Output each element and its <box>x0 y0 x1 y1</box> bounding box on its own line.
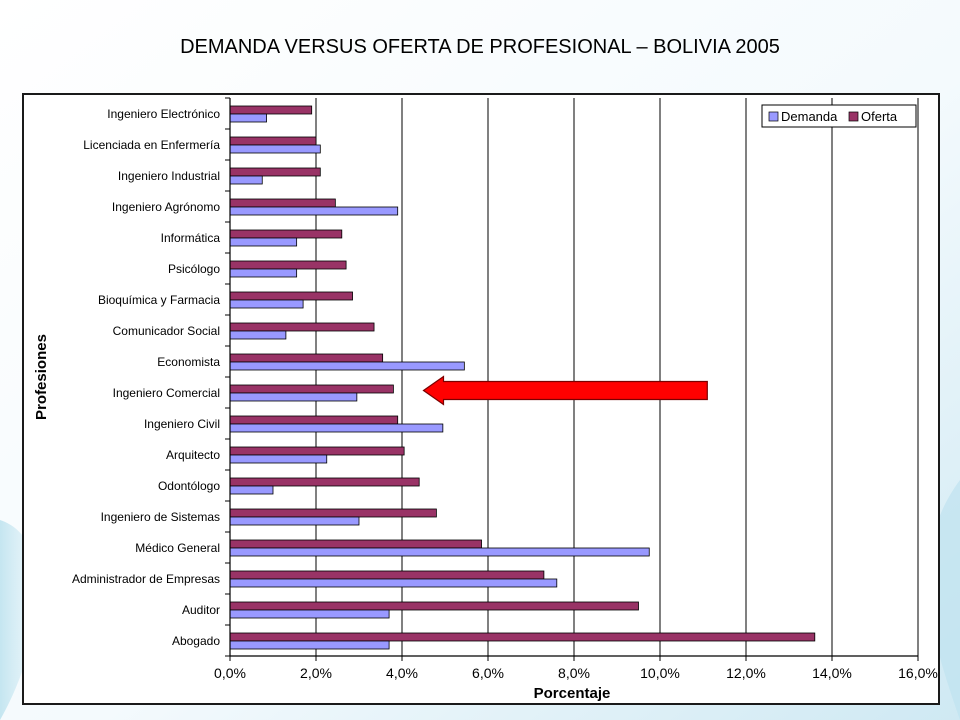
legend-swatch-demanda <box>768 111 779 122</box>
bar-oferta <box>229 105 313 115</box>
bar-oferta <box>229 477 420 487</box>
bar-demanda <box>229 578 558 588</box>
bar-oferta <box>229 601 639 611</box>
y-axis-label: Profesiones <box>33 334 50 420</box>
bar-oferta <box>229 260 347 270</box>
x-tick-labels: 0,0% 2,0% 4,0% 6,0% 8,0% 10,0% 12,0% 14,0% 16,0% <box>214 665 938 681</box>
bar-oferta <box>229 229 343 239</box>
bars <box>229 105 816 650</box>
legend-label-demanda: Demanda <box>781 109 838 124</box>
bar-demanda <box>229 609 390 619</box>
category-label: Economista <box>157 355 220 369</box>
axes <box>225 97 919 661</box>
x-tick-label: 16,0% <box>898 665 938 681</box>
bar-demanda <box>229 237 298 247</box>
category-label: Médico General <box>135 541 220 555</box>
bar-oferta <box>229 415 399 425</box>
x-tick-label: 4,0% <box>386 665 418 681</box>
legend-swatch-oferta <box>848 111 859 122</box>
legend-label-oferta: Oferta <box>861 109 898 124</box>
chart-frame: Ingeniero Electrónico Licenciada en Enfer… <box>22 93 940 705</box>
category-label: Administrador de Empresas <box>72 572 220 586</box>
category-label: Informática <box>161 231 221 245</box>
bar-demanda <box>229 516 360 526</box>
category-label: Abogado <box>172 634 220 648</box>
bar-demanda <box>229 454 328 464</box>
category-labels: Ingeniero Electrónico Licenciada en Enfer… <box>72 107 220 648</box>
category-label: Ingeniero Civil <box>144 417 220 431</box>
category-label: Comunicador Social <box>113 324 220 338</box>
legend: Demanda Oferta <box>761 104 917 128</box>
bar-oferta <box>229 446 405 456</box>
bar-demanda <box>229 268 298 278</box>
bar-oferta <box>229 291 353 301</box>
bar-demanda <box>229 485 274 495</box>
bar-oferta <box>229 136 317 146</box>
bar-demanda <box>229 144 321 154</box>
bar-oferta <box>229 508 437 518</box>
slide-title: DEMANDA VERSUS OFERTA DE PROFESIONAL – B… <box>180 36 780 58</box>
bar-oferta <box>229 198 336 208</box>
x-tick-label: 10,0% <box>640 665 680 681</box>
category-label: Odontólogo <box>158 479 220 493</box>
annotations <box>422 375 708 406</box>
x-tick-label: 0,0% <box>214 665 246 681</box>
bar-oferta <box>229 353 384 363</box>
bar-demanda <box>229 330 287 340</box>
x-tick-label: 8,0% <box>558 665 590 681</box>
bar-demanda <box>229 547 650 557</box>
category-label: Ingeniero Electrónico <box>107 107 220 121</box>
bar-oferta <box>229 384 394 394</box>
category-label: Bioquímica y Farmacia <box>98 293 220 307</box>
bar-demanda <box>229 640 390 650</box>
bar-demanda <box>229 423 444 433</box>
category-label: Auditor <box>182 603 220 617</box>
bar-oferta <box>229 167 321 177</box>
legend-box <box>761 104 917 128</box>
category-label: Ingeniero Agrónomo <box>112 200 220 214</box>
bar-demanda <box>229 206 399 216</box>
x-tick-label: 2,0% <box>300 665 332 681</box>
grid-lines <box>315 98 919 656</box>
bar-oferta <box>229 322 375 332</box>
bar-chart: Ingeniero Electrónico Licenciada en Enfer… <box>33 97 938 702</box>
category-label: Arquitecto <box>166 448 220 462</box>
annotation-arrow <box>422 375 708 406</box>
bar-demanda <box>229 361 465 371</box>
category-label: Ingeniero de Sistemas <box>101 510 220 524</box>
bar-demanda <box>229 175 263 185</box>
bar-oferta <box>229 632 816 642</box>
bar-demanda <box>229 299 304 309</box>
category-label: Ingeniero Comercial <box>113 386 220 400</box>
category-label: Psicólogo <box>168 262 220 276</box>
bar-oferta <box>229 539 482 549</box>
category-label: Ingeniero Industrial <box>118 169 220 183</box>
category-label: Licenciada en Enfermería <box>83 138 220 152</box>
x-tick-label: 14,0% <box>812 665 852 681</box>
x-axis-label: Porcentaje <box>534 685 611 702</box>
bar-demanda <box>229 113 267 123</box>
x-tick-label: 6,0% <box>472 665 504 681</box>
x-tick-label: 12,0% <box>726 665 766 681</box>
bar-oferta <box>229 570 545 580</box>
bar-demanda <box>229 392 358 402</box>
